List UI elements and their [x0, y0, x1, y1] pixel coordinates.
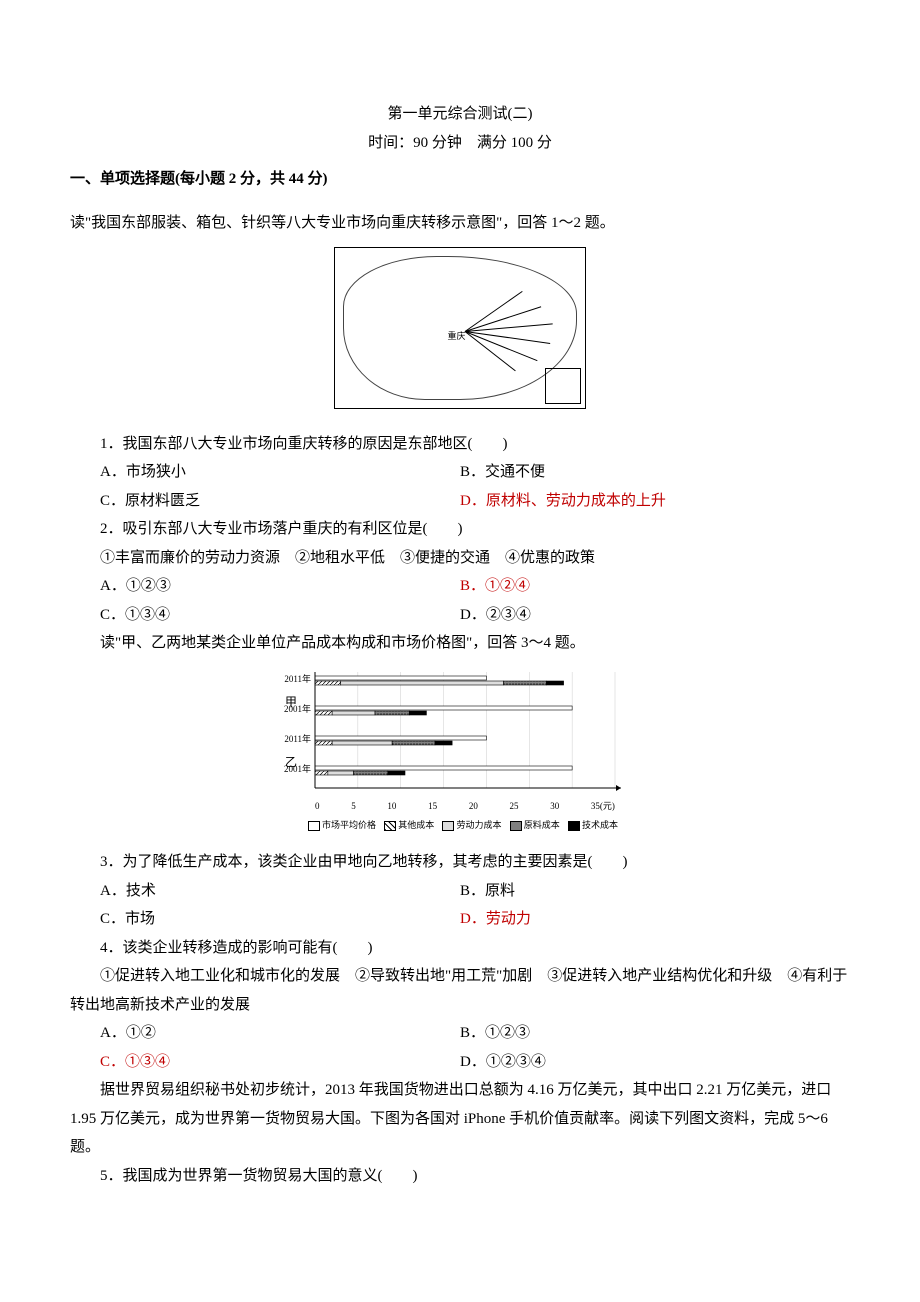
- q1-row1: A．市场狭小 B．交通不便: [70, 458, 850, 487]
- q1-opt-b: B．交通不便: [460, 458, 850, 487]
- map-label-chongqing: 重庆: [448, 328, 466, 345]
- intro-q3-4: 读"甲、乙两地某类企业单位产品成本构成和市场价格图"，回答 3～4 题。: [70, 629, 850, 658]
- figure-map: 重庆: [70, 247, 850, 420]
- q3-opt-b: B．原料: [460, 877, 850, 906]
- intro-q5-6: 据世界贸易组织秘书处初步统计，2013 年我国货物进出口总额为 4.16 万亿美…: [70, 1076, 850, 1162]
- q4-opt-a: A．①②: [70, 1019, 460, 1048]
- q2-opt-c: C．①③④: [70, 601, 460, 630]
- section-1-heading: 一、单项选择题(每小题 2 分，共 44 分): [70, 165, 850, 194]
- q5-stem: 5．我国成为世界第一货物贸易大国的意义( ): [70, 1162, 850, 1191]
- cost-chart: 2011年2001年2011年2001年甲乙05101520253035(元) …: [275, 668, 645, 834]
- q4-choices-line: ①促进转入地工业化和城市化的发展 ②导致转出地"用工荒"加剧 ③促进转入地产业结…: [70, 962, 850, 1019]
- q2-opt-b: B．①②④: [460, 572, 850, 601]
- q2-stem: 2．吸引东部八大专业市场落户重庆的有利区位是( ): [70, 515, 850, 544]
- q3-row1: A．技术 B．原料: [70, 877, 850, 906]
- q1-row2: C．原材料匮乏 D．原材料、劳动力成本的上升: [70, 487, 850, 516]
- intro-q1-2: 读"我国东部服装、箱包、针织等八大专业市场向重庆转移示意图"，回答 1～2 题。: [70, 209, 850, 238]
- q3-opt-c: C．市场: [70, 905, 460, 934]
- q1-opt-d: D．原材料、劳动力成本的上升: [460, 487, 850, 516]
- svg-text:甲: 甲: [285, 695, 297, 709]
- q4-row1: A．①② B．①②③: [70, 1019, 850, 1048]
- q2-opt-a: A．①②③: [70, 572, 460, 601]
- q3-opt-a: A．技术: [70, 877, 460, 906]
- intro-q5-6-text: 据世界贸易组织秘书处初步统计，2013 年我国货物进出口总额为 4.16 万亿美…: [70, 1082, 831, 1155]
- q3-stem: 3．为了降低生产成本，该类企业由甲地向乙地转移，其考虑的主要因素是( ): [70, 848, 850, 877]
- q4-stem: 4．该类企业转移造成的影响可能有( ): [70, 934, 850, 963]
- q3-row2: C．市场 D．劳动力: [70, 905, 850, 934]
- page-title: 第一单元综合测试(二): [70, 100, 850, 129]
- q1-opt-a: A．市场狭小: [70, 458, 460, 487]
- q4-opt-c: C．①③④: [70, 1048, 460, 1077]
- q2-choices-line: ①丰富而廉价的劳动力资源 ②地租水平低 ③便捷的交通 ④优惠的政策: [70, 544, 850, 573]
- q4-row2: C．①③④ D．①②③④: [70, 1048, 850, 1077]
- svg-text:乙: 乙: [285, 755, 297, 769]
- china-map: 重庆: [334, 247, 586, 409]
- q4-choices-inner: ①促进转入地工业化和城市化的发展 ②导致转出地"用工荒"加剧 ③促进转入地产业结…: [70, 968, 847, 1013]
- q4-opt-d: D．①②③④: [460, 1048, 850, 1077]
- figure-chart: 2011年2001年2011年2001年甲乙05101520253035(元) …: [70, 668, 850, 839]
- time-score-line: 时间：90 分钟 满分 100 分: [70, 129, 850, 158]
- q4-opt-b: B．①②③: [460, 1019, 850, 1048]
- q2-opt-d: D．②③④: [460, 601, 850, 630]
- q1-opt-c: C．原材料匮乏: [70, 487, 460, 516]
- svg-text:2011年: 2011年: [284, 733, 311, 744]
- svg-text:2011年: 2011年: [284, 673, 311, 684]
- q3-opt-d: D．劳动力: [460, 905, 850, 934]
- q1-stem: 1．我国东部八大专业市场向重庆转移的原因是东部地区( ): [70, 430, 850, 459]
- q2-row2: C．①③④ D．②③④: [70, 601, 850, 630]
- q2-row1: A．①②③ B．①②④: [70, 572, 850, 601]
